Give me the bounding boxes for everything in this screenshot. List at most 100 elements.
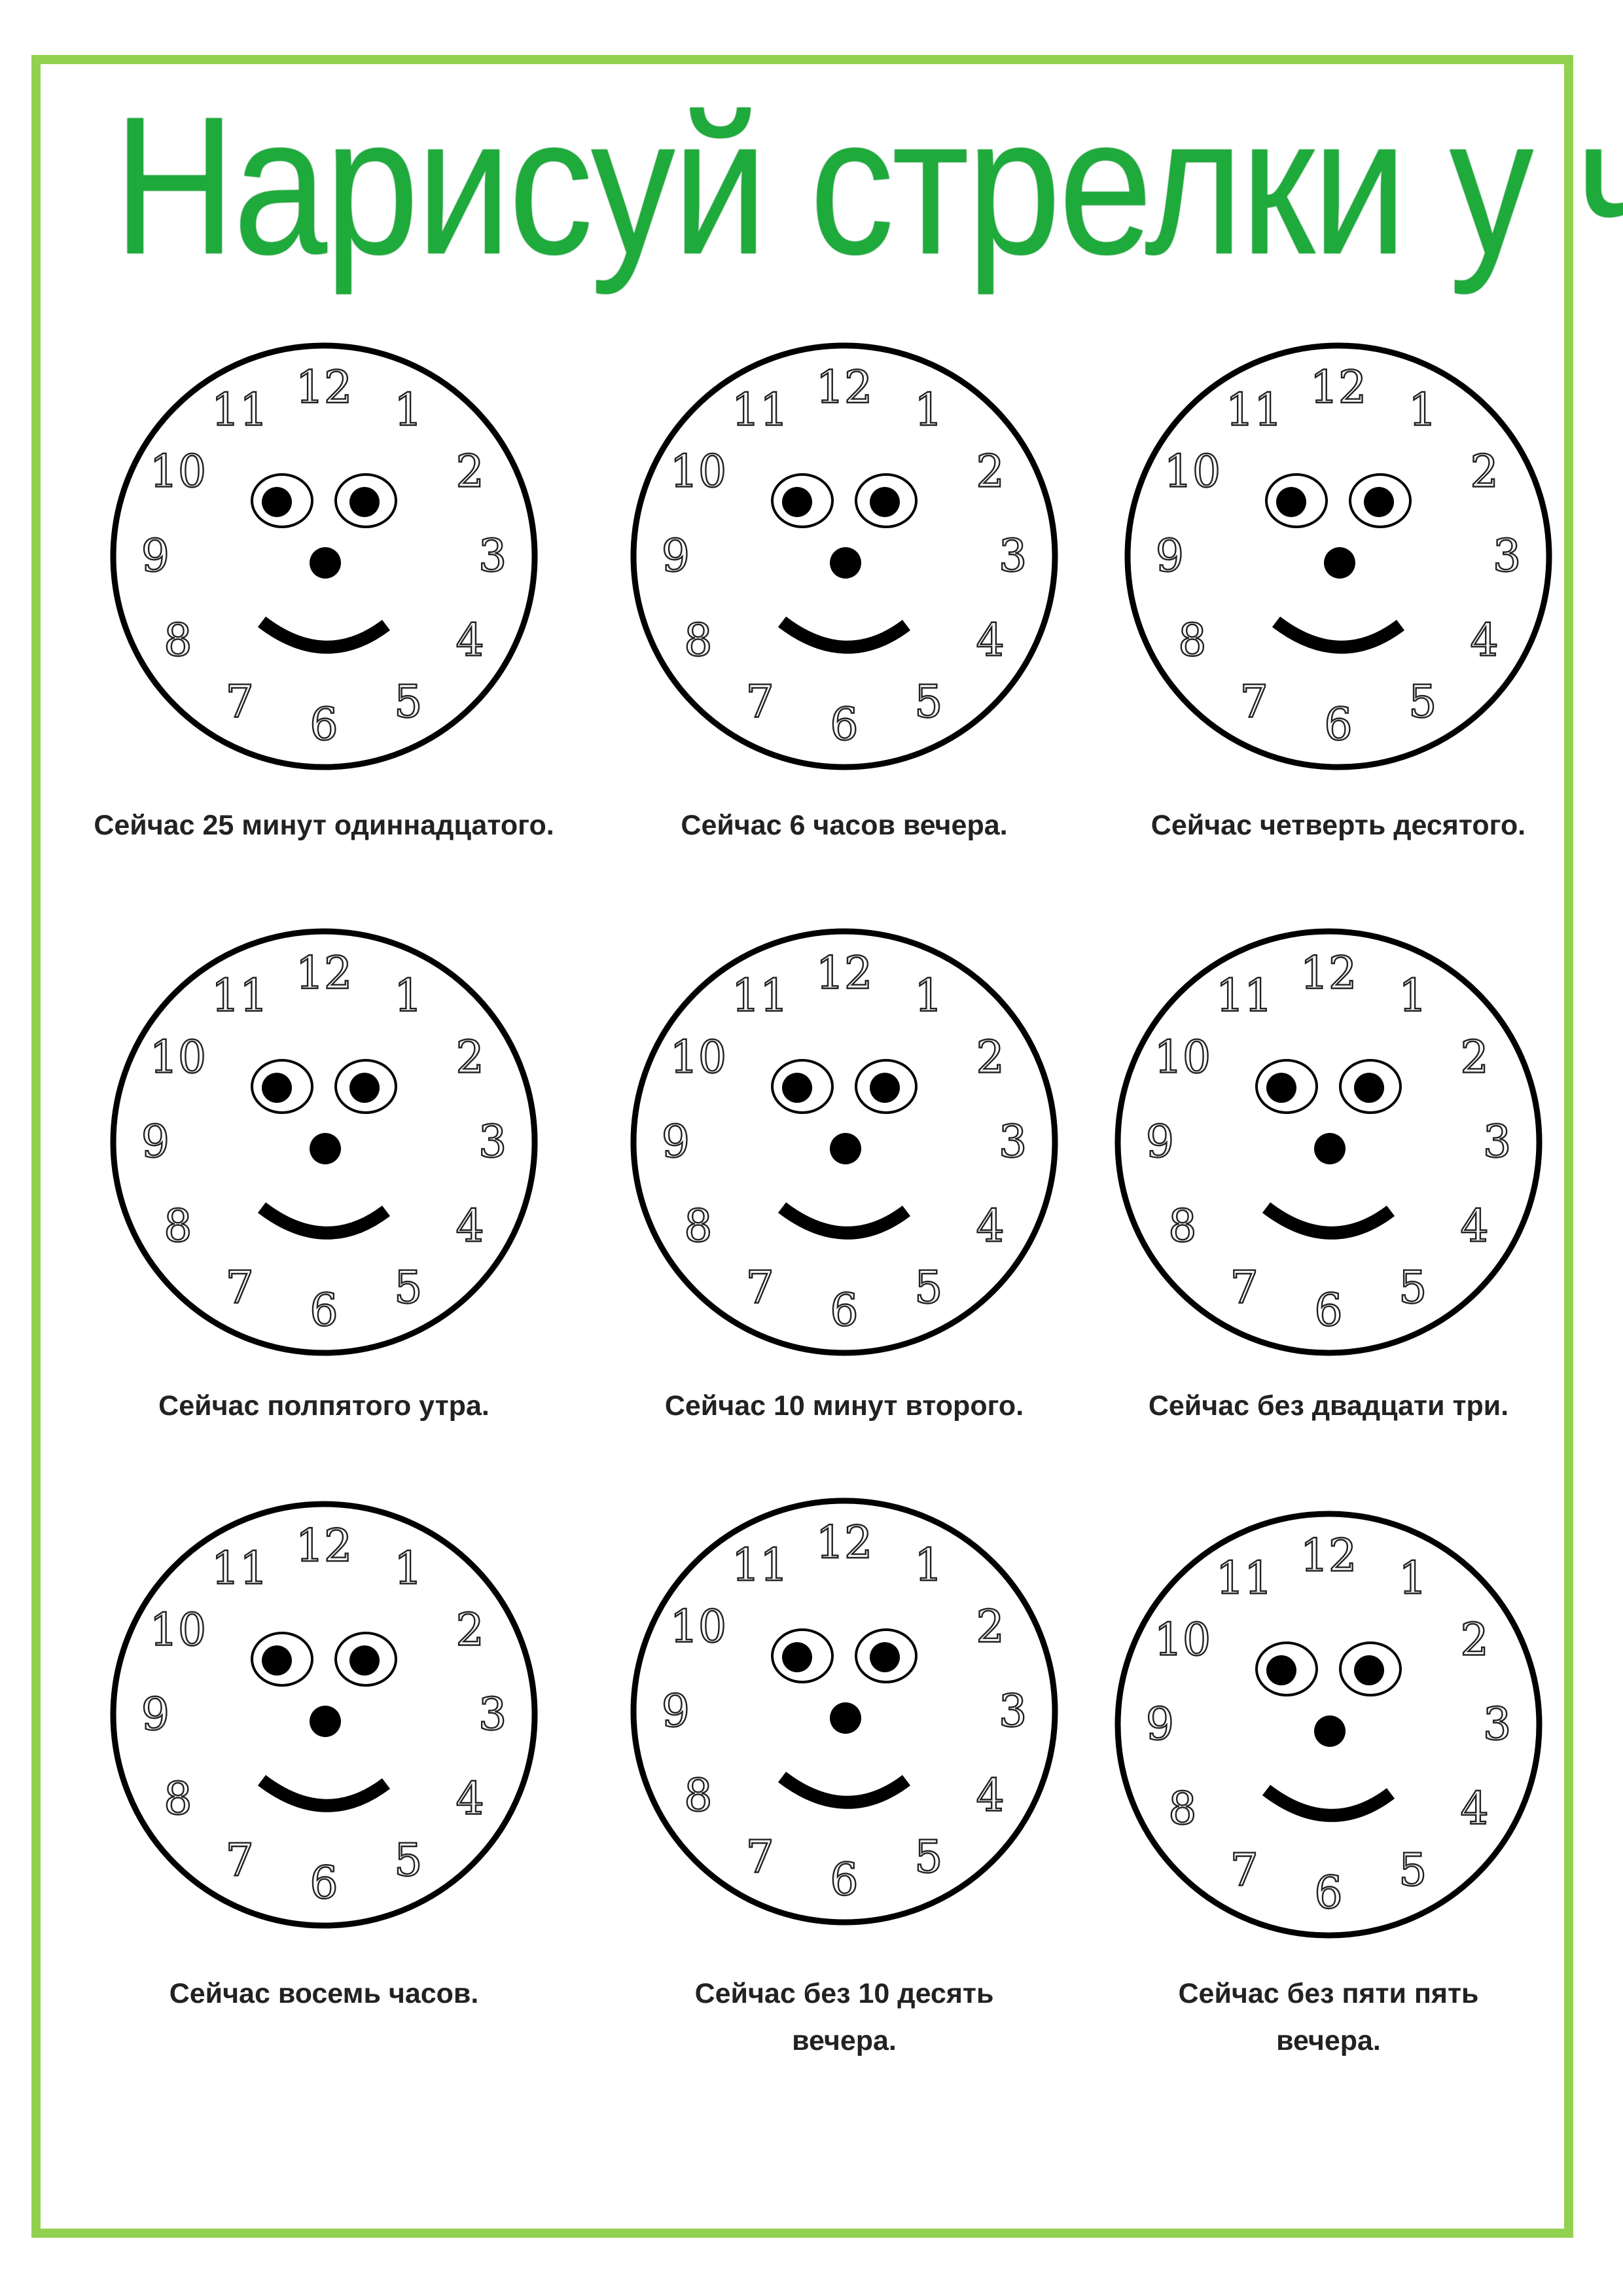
clock-numeral: 1	[914, 1539, 942, 1591]
clock-numeral: 1	[914, 970, 942, 1022]
nose	[310, 547, 341, 579]
clock-numeral: 11	[211, 384, 268, 436]
clock-numeral: 8	[164, 1773, 192, 1825]
clock-numeral: 1	[394, 1543, 422, 1594]
pupil	[1354, 1073, 1384, 1103]
clock-numeral: 10	[150, 446, 207, 498]
clock-numeral: 3	[1483, 1117, 1511, 1168]
page-border	[31, 55, 1573, 2238]
clock-caption: Сейчас 10 минут второго.	[582, 1382, 1106, 1429]
clock-numeral: 7	[746, 1832, 774, 1884]
pupil	[1276, 487, 1306, 517]
clock-numeral: 8	[684, 1770, 712, 1821]
clock-numeral: 9	[1146, 1699, 1174, 1751]
clock-numeral: 6	[1314, 1867, 1342, 1919]
clock-numeral: 5	[914, 1832, 942, 1884]
smile	[777, 617, 911, 654]
caption-text: Сейчас полпятого утра.	[158, 1390, 490, 1422]
clock-numeral: 11	[1216, 970, 1273, 1022]
clock-numeral: 5	[394, 1835, 422, 1887]
clock-numeral: 6	[830, 1285, 858, 1336]
clock-numeral: 5	[1399, 1845, 1427, 1897]
clock-numeral: 7	[746, 677, 774, 728]
nose	[1324, 547, 1355, 579]
clock-numeral: 6	[1324, 699, 1352, 751]
nose	[310, 1133, 341, 1164]
clock-numeral: 9	[662, 1686, 690, 1738]
pupil	[782, 487, 812, 517]
clock-caption: Сейчас без 10 десять вечера.	[582, 1970, 1106, 2064]
clock-numeral: 5	[1399, 1263, 1427, 1314]
pupil	[262, 487, 292, 517]
pupil	[349, 1073, 380, 1103]
caption-text: Сейчас четверть десятого.	[1150, 810, 1526, 841]
clock-numeral: 2	[455, 1605, 484, 1657]
clock-numeral: 8	[1168, 1200, 1196, 1252]
clock-caption: Сейчас восемь часов.	[62, 1970, 586, 2017]
clock-numeral: 1	[1408, 384, 1436, 436]
clock-numeral: 8	[1178, 615, 1206, 666]
clock-numeral: 10	[670, 1602, 727, 1653]
clock-numeral: 12	[816, 1517, 873, 1569]
pupil	[349, 1645, 380, 1676]
clock-numeral: 11	[211, 970, 268, 1022]
smile	[777, 1202, 911, 1240]
pupil	[1266, 1655, 1296, 1685]
clock-numeral: 10	[1154, 1032, 1211, 1084]
clock-numeral: 9	[1146, 1117, 1174, 1168]
clock-numeral: 2	[976, 1602, 1004, 1653]
clock-numeral: 2	[1470, 446, 1498, 498]
caption-text: вечера.	[792, 2025, 897, 2056]
clock-numeral: 4	[976, 615, 1004, 666]
caption-text: Сейчас без 10 десять	[694, 1978, 994, 2009]
worksheet-title: Нарисуй стрелки у часов.	[113, 75, 1623, 295]
caption-text: Сейчас без пяти пять	[1178, 1978, 1479, 2009]
smile	[1272, 617, 1405, 654]
caption-text: Сейчас без двадцати три.	[1148, 1390, 1509, 1422]
pupil	[782, 1642, 812, 1672]
clock-numeral: 12	[296, 362, 353, 414]
clock-numeral: 3	[1483, 1699, 1511, 1751]
clock-numeral: 11	[1226, 384, 1283, 436]
smile	[1262, 1785, 1395, 1822]
clock-caption: Сейчас без пяти пять вечера.	[1067, 1970, 1590, 2064]
clock-numeral: 6	[310, 1857, 338, 1909]
clock-numeral: 4	[1470, 615, 1498, 666]
clock-numeral: 9	[662, 531, 690, 583]
clock-numeral: 6	[830, 699, 858, 751]
clock-numeral: 10	[670, 446, 727, 498]
clock-numeral: 11	[211, 1543, 268, 1594]
clock-numeral: 5	[1408, 677, 1436, 728]
clock-numeral: 8	[1168, 1783, 1196, 1835]
clock-numeral: 10	[1154, 1615, 1211, 1666]
clock-numeral: 3	[478, 1117, 507, 1168]
nose	[830, 1702, 861, 1734]
nose	[310, 1706, 341, 1737]
clock-numeral: 9	[141, 1689, 169, 1741]
clock-numeral: 8	[684, 1200, 712, 1252]
nose	[830, 547, 861, 579]
clock-numeral: 4	[455, 615, 484, 666]
clock-numeral: 12	[1300, 1530, 1357, 1582]
pupil	[870, 1073, 900, 1103]
clock-numeral: 4	[1460, 1200, 1488, 1252]
clock-numeral: 7	[226, 1835, 254, 1887]
clock-numeral: 3	[999, 1117, 1027, 1168]
clock-caption: Сейчас без двадцати три.	[1067, 1382, 1590, 1429]
clock-numeral: 6	[830, 1854, 858, 1906]
caption-text: вечера.	[1276, 2025, 1381, 2056]
clock-numeral: 6	[310, 1285, 338, 1336]
clock-numeral: 8	[164, 1200, 192, 1252]
smile	[1262, 1202, 1395, 1240]
clock-numeral: 4	[455, 1773, 484, 1825]
clock-numeral: 3	[1493, 531, 1521, 583]
clock-numeral: 11	[732, 970, 789, 1022]
clock-numeral: 10	[150, 1605, 207, 1657]
pupil	[870, 487, 900, 517]
